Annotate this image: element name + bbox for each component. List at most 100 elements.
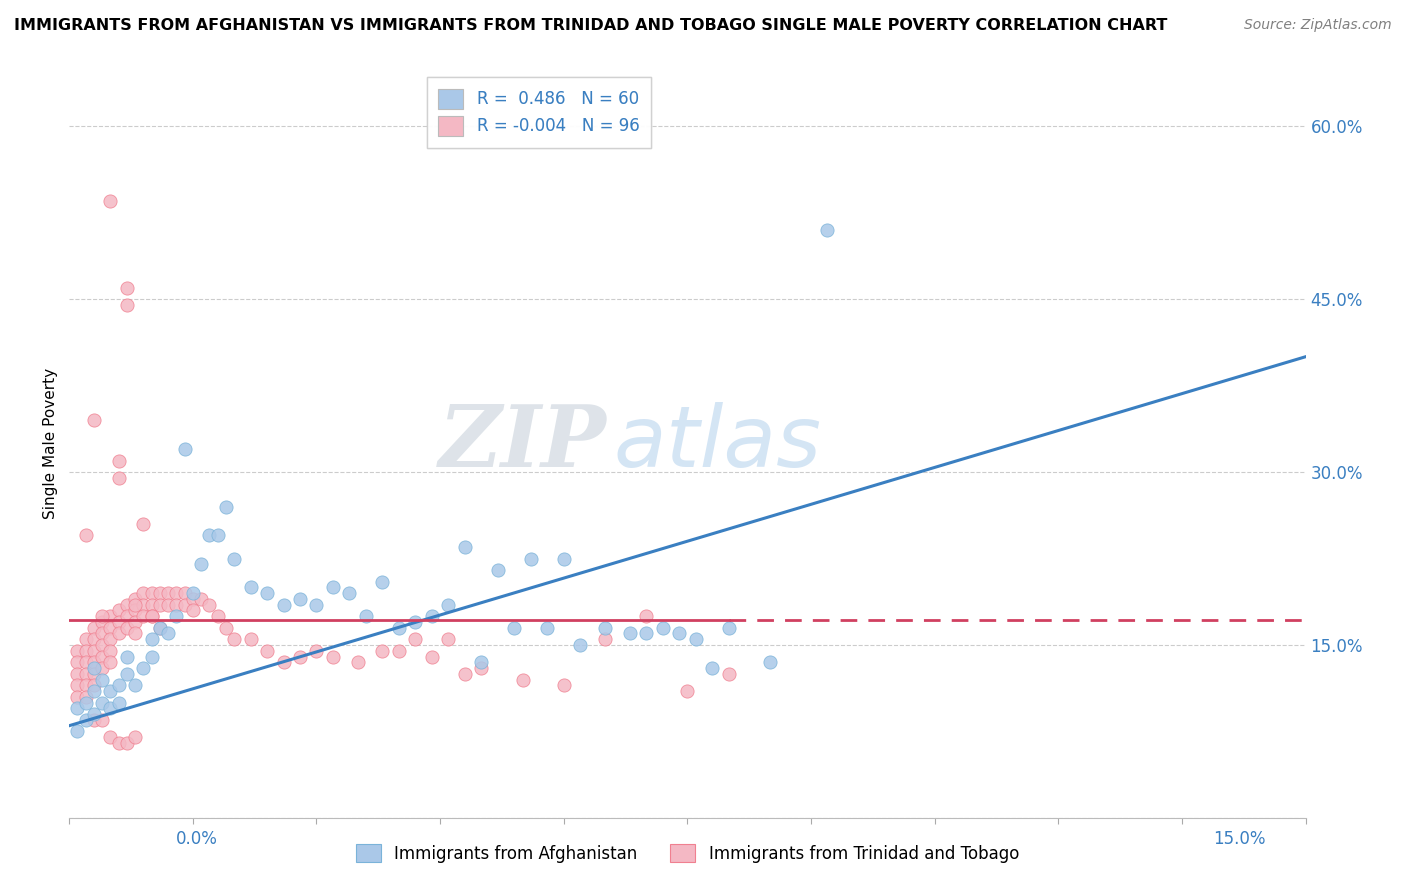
Point <box>149 598 172 612</box>
Point <box>239 580 262 594</box>
Point <box>107 615 129 629</box>
Point <box>100 655 122 669</box>
Point <box>115 649 138 664</box>
Point <box>83 655 105 669</box>
Point <box>107 453 129 467</box>
Point <box>388 621 411 635</box>
Point <box>273 598 295 612</box>
Point <box>215 621 238 635</box>
Point <box>636 609 658 624</box>
Point <box>83 707 105 722</box>
Point <box>107 603 129 617</box>
Point <box>124 603 146 617</box>
Point <box>668 626 690 640</box>
Point <box>91 609 114 624</box>
Point <box>141 586 163 600</box>
Point <box>190 558 212 572</box>
Point <box>157 626 180 640</box>
Point <box>66 690 89 704</box>
Point <box>371 644 394 658</box>
Point <box>149 621 172 635</box>
Point <box>91 626 114 640</box>
Point <box>115 621 138 635</box>
Point <box>503 621 526 635</box>
Point <box>124 626 146 640</box>
Point <box>100 632 122 647</box>
Point <box>305 644 328 658</box>
Point <box>124 678 146 692</box>
Legend: R =  0.486   N = 60, R = -0.004   N = 96: R = 0.486 N = 60, R = -0.004 N = 96 <box>427 77 651 147</box>
Point <box>536 621 558 635</box>
Point <box>91 713 114 727</box>
Point <box>66 724 89 739</box>
Point <box>190 591 212 606</box>
Point <box>173 586 195 600</box>
Point <box>181 591 204 606</box>
Point <box>75 696 97 710</box>
Point <box>66 644 89 658</box>
Point <box>107 736 129 750</box>
Point <box>288 649 311 664</box>
Point <box>100 609 122 624</box>
Point <box>181 586 204 600</box>
Point <box>569 638 592 652</box>
Point <box>207 528 229 542</box>
Point <box>173 442 195 456</box>
Point <box>107 696 129 710</box>
Point <box>66 655 89 669</box>
Point <box>66 678 89 692</box>
Point <box>207 609 229 624</box>
Point <box>115 666 138 681</box>
Point <box>132 661 155 675</box>
Point <box>322 580 344 594</box>
Point <box>256 644 278 658</box>
Point <box>157 586 180 600</box>
Point <box>388 644 411 658</box>
Point <box>149 586 172 600</box>
Point <box>141 598 163 612</box>
Point <box>141 609 163 624</box>
Point <box>454 666 477 681</box>
Point <box>66 666 89 681</box>
Point <box>700 661 723 675</box>
Point <box>91 615 114 629</box>
Point <box>288 591 311 606</box>
Text: 15.0%: 15.0% <box>1213 830 1265 847</box>
Point <box>75 528 97 542</box>
Point <box>470 661 492 675</box>
Point <box>273 655 295 669</box>
Point <box>83 413 105 427</box>
Point <box>305 598 328 612</box>
Point <box>215 500 238 514</box>
Point <box>420 649 443 664</box>
Point <box>66 701 89 715</box>
Point <box>100 684 122 698</box>
Point <box>100 621 122 635</box>
Text: IMMIGRANTS FROM AFGHANISTAN VS IMMIGRANTS FROM TRINIDAD AND TOBAGO SINGLE MALE P: IMMIGRANTS FROM AFGHANISTAN VS IMMIGRANT… <box>14 18 1167 33</box>
Y-axis label: Single Male Poverty: Single Male Poverty <box>44 368 58 519</box>
Point <box>83 678 105 692</box>
Point <box>256 586 278 600</box>
Point <box>165 586 187 600</box>
Point <box>676 684 699 698</box>
Point <box>165 598 187 612</box>
Point <box>124 730 146 744</box>
Point <box>83 684 105 698</box>
Point <box>100 644 122 658</box>
Point <box>651 621 673 635</box>
Point <box>91 661 114 675</box>
Point <box>619 626 641 640</box>
Point <box>553 678 575 692</box>
Text: Source: ZipAtlas.com: Source: ZipAtlas.com <box>1244 18 1392 32</box>
Point <box>149 621 172 635</box>
Point <box>124 591 146 606</box>
Point <box>75 713 97 727</box>
Text: atlas: atlas <box>613 401 821 484</box>
Point <box>520 551 543 566</box>
Point <box>124 598 146 612</box>
Point <box>165 609 187 624</box>
Point <box>115 609 138 624</box>
Point <box>717 666 740 681</box>
Point <box>83 713 105 727</box>
Point <box>107 471 129 485</box>
